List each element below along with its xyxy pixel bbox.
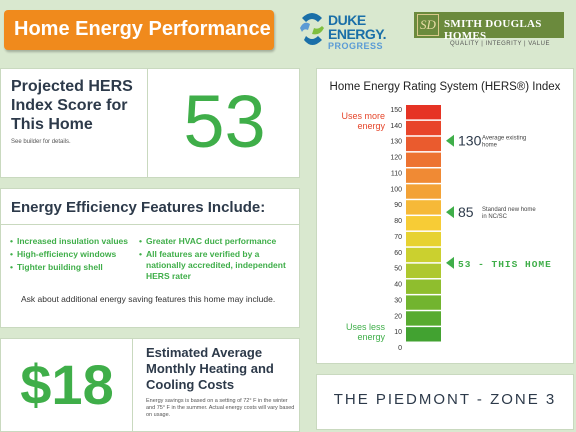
scale-segment [406, 279, 441, 294]
projected-score-box: 53 [147, 69, 300, 177]
scale-tick-label: 110 [391, 170, 402, 177]
smith-douglas-tagline: QUALITY | INTEGRITY | VALUE [450, 41, 550, 47]
smith-douglas-monogram: SD [417, 14, 439, 36]
scale-segment [406, 136, 441, 152]
scale-segment [406, 168, 441, 183]
duke-logo-line2: ENERGY. [328, 26, 386, 42]
scale-tick-label: 80 [394, 218, 402, 225]
marker-caption-line1: Average existing [482, 136, 526, 142]
projected-score-note: See builder for details. [11, 139, 71, 145]
scale-tick-label: 20 [394, 313, 402, 320]
duke-logo-line1: DUKE [328, 12, 366, 28]
scale-segment [406, 231, 441, 247]
scale-segment [406, 120, 441, 136]
this-home-label: 53 - THIS HOME [458, 259, 552, 270]
features-card: Energy Efficiency Features Include: Incr… [0, 188, 300, 328]
uses-less-label-line1: Uses less [346, 322, 386, 332]
scale-segment [406, 105, 441, 120]
cost-card: $18 Estimated Average Monthly Heating an… [0, 338, 300, 432]
scale-tick-label: 130 [390, 139, 402, 146]
marker-caption-line2: in NC/SC [482, 214, 508, 220]
scale-segment [406, 200, 441, 215]
marker-arrow-icon [446, 134, 454, 147]
smith-douglas-logo-bar: SD SMITH DOUGLAS HOMES [414, 12, 564, 42]
marker-caption-line1: Standard new home [482, 207, 536, 213]
projected-score-card: Projected HERS Index Score for This Home… [0, 68, 300, 178]
scale-segment [406, 247, 441, 263]
smith-douglas-name: SMITH DOUGLAS HOMES [444, 18, 542, 42]
scale-tick-label: 100 [390, 186, 402, 193]
scale-tick-label: 40 [394, 282, 402, 289]
features-heading: Energy Efficiency Features Include: [11, 199, 266, 216]
scale-tick-label: 150 [390, 107, 402, 114]
scale-tick-label: 30 [394, 297, 402, 304]
marker-value: 130 [458, 133, 482, 149]
cost-label: Estimated Average Monthly Heating and Co… [146, 345, 274, 392]
feature-item: Increased insulation values [10, 236, 138, 247]
hers-chart-card: Home Energy Rating System (HERS®) Index … [316, 68, 574, 364]
uses-more-label-line2: energy [357, 121, 385, 131]
marker-arrow-icon [446, 256, 454, 269]
scale-segment [406, 216, 441, 231]
scale-tick-label: 50 [394, 266, 402, 273]
features-list-right: Greater HVAC duct performance All featur… [139, 236, 299, 284]
scale-segment [406, 184, 441, 199]
feature-item: Tighter building shell [10, 262, 138, 273]
scale-tick-label: 10 [394, 329, 402, 336]
duke-energy-logo: DUKE ENERGY. PROGRESS [298, 10, 398, 54]
cost-amount: $18 [20, 353, 114, 416]
cost-note: Energy savings is based on a setting of … [146, 398, 295, 418]
chart-title: Home Energy Rating System (HERS®) Index [329, 81, 561, 93]
projected-score-value: 53 [183, 80, 266, 163]
feature-item: Greater HVAC duct performance [139, 236, 299, 247]
marker-value: 85 [458, 204, 474, 220]
uses-less-label-line2: energy [357, 332, 385, 342]
features-heading-bar: Energy Efficiency Features Include: [1, 189, 299, 225]
scale-tick-label: 90 [394, 202, 402, 209]
marker-caption-line2: home [482, 143, 498, 149]
projected-score-label: Projected HERS Index Score for This Home [11, 78, 133, 133]
features-ask-text: Ask about additional energy saving featu… [21, 294, 276, 304]
scale-segment [406, 311, 441, 326]
uses-more-label-line1: Uses more [341, 111, 385, 121]
features-list-left: Increased insulation values High-efficie… [10, 236, 138, 275]
scale-segment [406, 327, 441, 342]
feature-item: High-efficiency windows [10, 249, 138, 260]
duke-energy-swirl-icon [300, 13, 324, 45]
smith-douglas-logo: SD SMITH DOUGLAS HOMES QUALITY | INTEGRI… [414, 12, 564, 52]
scale-tick-label: 140 [390, 123, 402, 130]
duke-logo-sub: PROGRESS [328, 41, 384, 51]
page-title: Home Energy Performance [14, 18, 271, 40]
hers-scale-chart: 1501401301201101009080706050403020100Use… [341, 105, 552, 352]
scale-tick-label: 0 [398, 345, 402, 352]
scale-segment [406, 263, 441, 279]
zone-text: THE PIEDMONT - ZONE 3 [333, 391, 557, 408]
marker-arrow-icon [446, 206, 454, 219]
scale-segment [406, 152, 441, 167]
scale-tick-label: 120 [390, 155, 402, 162]
header-tab: Home Energy Performance [4, 10, 274, 50]
zone-card: THE PIEDMONT - ZONE 3 [316, 374, 574, 430]
feature-item: All features are verified by a nationall… [139, 249, 299, 282]
scale-tick-label: 60 [394, 250, 402, 257]
scale-tick-label: 70 [394, 234, 402, 241]
scale-segment [406, 295, 441, 310]
cost-amount-box: $18 [1, 339, 133, 431]
